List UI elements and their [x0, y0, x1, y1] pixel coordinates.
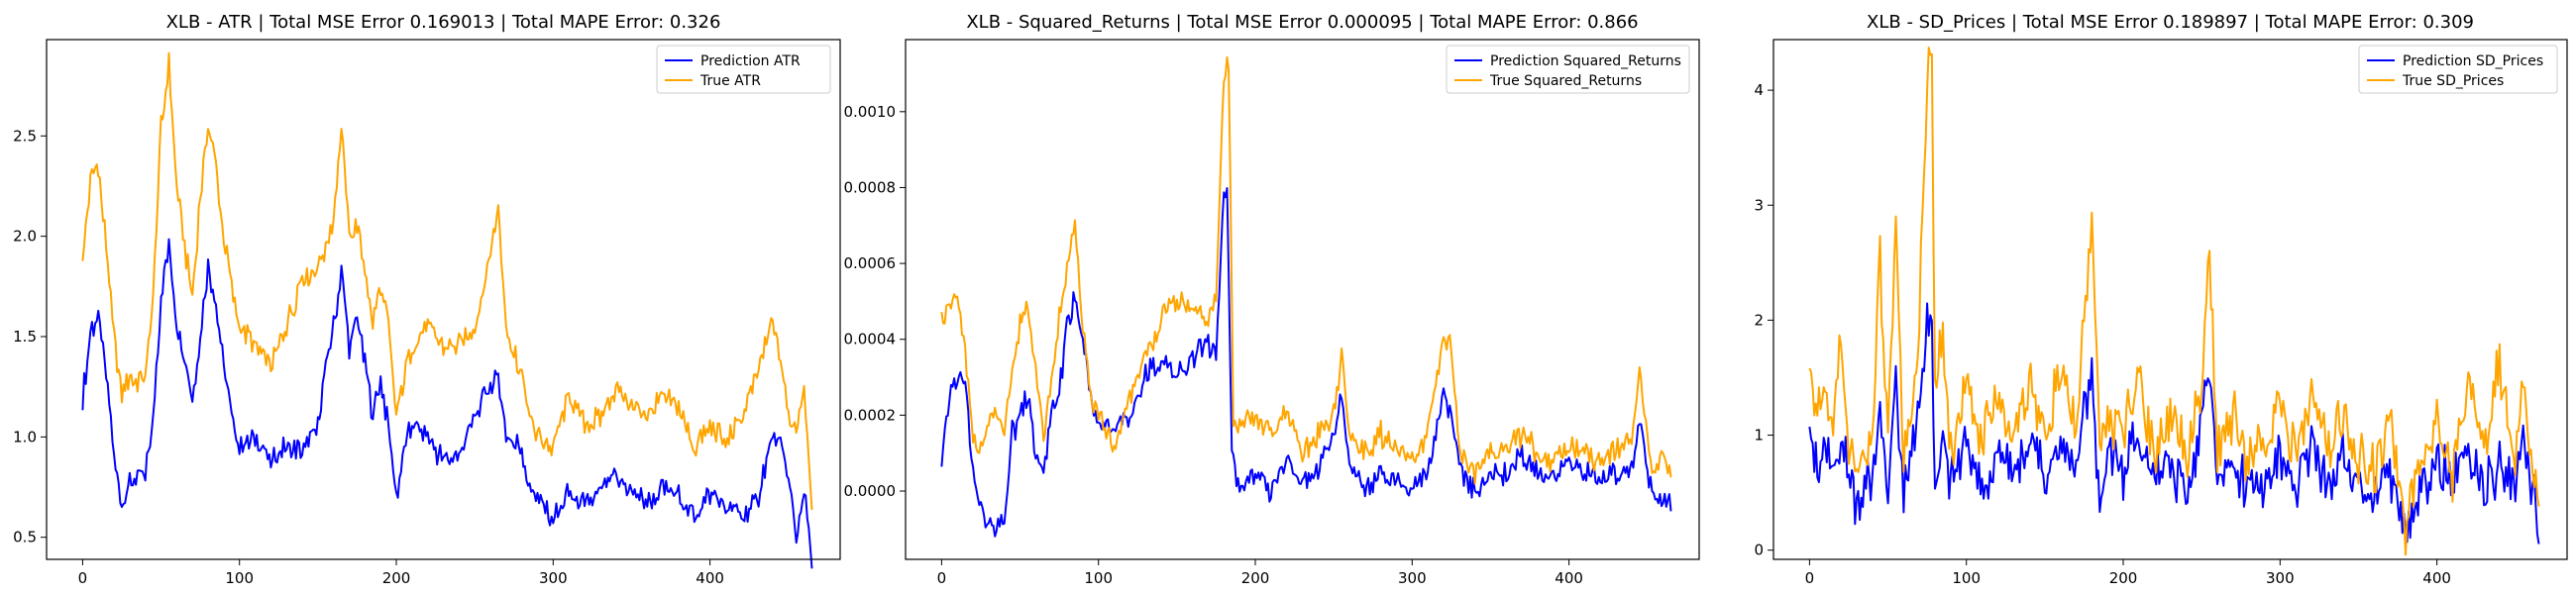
- legend-label: Prediction SD_Prices: [2403, 53, 2543, 69]
- y-tick-label: 0.0004: [844, 331, 897, 348]
- legend: Prediction SD_Prices True SD_Prices: [2358, 45, 2558, 94]
- legend-label: True ATR: [699, 73, 761, 89]
- x-tick-label: 200: [382, 569, 411, 587]
- y-tick-label: 1.5: [13, 328, 37, 346]
- legend-label: True Squared_Returns: [1489, 73, 1642, 89]
- x-tick-label: 100: [1952, 569, 1981, 587]
- chart-panel-2: XLB - Squared_Returns | Total MSE Error …: [844, 12, 1700, 587]
- y-tick-label: 2: [1754, 311, 1764, 329]
- legend-label: Prediction Squared_Returns: [1490, 53, 1681, 69]
- chart-title: XLB - Squared_Returns | Total MSE Error …: [966, 12, 1638, 33]
- x-tick-label: 400: [696, 569, 724, 587]
- series-line-prediction: [940, 187, 1672, 538]
- x-tick-label: 300: [1398, 569, 1427, 587]
- y-tick-label: 4: [1754, 81, 1764, 99]
- series-line-true: [940, 55, 1672, 485]
- legend-box: [2358, 45, 2558, 94]
- y-tick-label: 0: [1754, 542, 1764, 559]
- y-tick-label: 0.0010: [844, 103, 897, 121]
- legend-label: Prediction ATR: [700, 53, 801, 69]
- y-tick-label: 0.5: [13, 529, 37, 546]
- y-tick-label: 1: [1754, 427, 1764, 445]
- chart-title: XLB - SD_Prices | Total MSE Error 0.1898…: [1867, 12, 2474, 33]
- legend-box: [1446, 45, 1690, 94]
- x-tick-label: 400: [1555, 569, 1583, 587]
- series-line-true: [1808, 47, 2540, 556]
- x-tick-label: 100: [1084, 569, 1113, 587]
- legend-box: [656, 45, 831, 94]
- series-line-prediction: [81, 238, 813, 569]
- x-tick-label: 300: [539, 569, 568, 587]
- y-tick-label: 0.0002: [844, 406, 897, 424]
- legend: Prediction Squared_Returns True Squared_R…: [1446, 45, 1690, 94]
- legend: Prediction ATR True ATR: [656, 45, 831, 94]
- legend-label: True SD_Prices: [2402, 73, 2504, 89]
- x-tick-label: 400: [2422, 569, 2451, 587]
- y-tick-label: 1.0: [13, 428, 37, 446]
- y-tick-label: 0.0000: [844, 482, 897, 500]
- plot-frame: [46, 39, 841, 560]
- x-tick-label: 200: [1241, 569, 1270, 587]
- plot-frame: [905, 39, 1700, 560]
- x-tick-label: 100: [225, 569, 254, 587]
- x-tick-label: 0: [78, 569, 88, 587]
- y-tick-label: 0.0008: [844, 178, 897, 196]
- x-tick-label: 0: [937, 569, 947, 587]
- y-tick-label: 2.5: [13, 127, 37, 145]
- chart-title: XLB - ATR | Total MSE Error 0.169013 | T…: [166, 12, 721, 33]
- series-line-true: [81, 51, 813, 511]
- chart-panel-3: XLB - SD_Prices | Total MSE Error 0.1898…: [1754, 12, 2568, 587]
- y-tick-label: 0.0006: [844, 254, 897, 272]
- x-tick-label: 300: [2266, 569, 2295, 587]
- x-tick-label: 0: [1805, 569, 1815, 587]
- x-tick-label: 200: [2109, 569, 2138, 587]
- y-tick-label: 2.0: [13, 228, 37, 246]
- series-line-prediction: [1808, 302, 2540, 544]
- plot-frame: [1772, 39, 2568, 560]
- y-tick-label: 3: [1754, 196, 1764, 214]
- chart-panel-1: XLB - ATR | Total MSE Error 0.169013 | T…: [13, 12, 841, 587]
